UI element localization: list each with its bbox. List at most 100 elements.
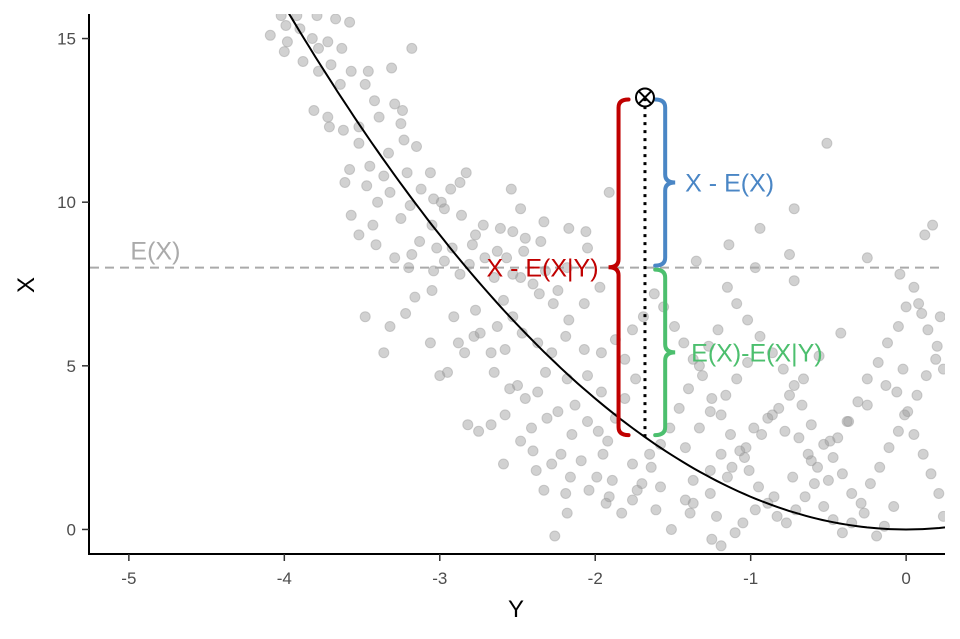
data-point xyxy=(337,124,349,136)
data-point xyxy=(398,134,410,146)
data-point xyxy=(731,298,743,310)
data-point xyxy=(512,380,523,391)
data-point xyxy=(627,458,638,470)
data-point xyxy=(631,484,643,496)
data-point xyxy=(882,337,893,349)
data-point xyxy=(743,465,755,476)
data-point xyxy=(900,301,912,313)
data-point xyxy=(561,373,573,385)
data-point xyxy=(438,255,450,267)
data-point xyxy=(768,491,780,503)
data-point xyxy=(519,232,531,244)
data-point xyxy=(832,432,844,444)
data-point xyxy=(891,386,903,398)
data-point xyxy=(678,337,690,349)
data-point xyxy=(386,62,398,74)
data-point xyxy=(501,252,513,264)
data-point xyxy=(603,186,615,198)
data-point xyxy=(546,347,558,359)
data-point xyxy=(414,236,426,247)
data-point xyxy=(485,419,497,431)
data-point xyxy=(739,452,750,463)
data-point xyxy=(491,321,503,332)
data-point xyxy=(566,429,578,440)
y-tick-label: 0 xyxy=(67,520,76,539)
data-point xyxy=(389,98,401,110)
data-point xyxy=(479,252,491,264)
data-point xyxy=(291,14,303,22)
data-point xyxy=(777,363,789,375)
data-point xyxy=(636,478,648,490)
data-point xyxy=(359,78,371,90)
data-point xyxy=(858,507,870,519)
data-point xyxy=(721,281,733,293)
data-point xyxy=(712,324,724,336)
data-point xyxy=(818,501,830,512)
data-point xyxy=(378,170,390,182)
data-point xyxy=(595,347,607,359)
data-point xyxy=(808,478,820,490)
data-point xyxy=(922,324,934,336)
data-point xyxy=(494,222,506,234)
data-point xyxy=(835,327,847,339)
data-point xyxy=(389,252,401,264)
focal-point-cross xyxy=(637,90,653,105)
data-point xyxy=(715,448,727,460)
data-point xyxy=(336,42,348,54)
data-point xyxy=(415,183,427,195)
data-point xyxy=(913,298,925,310)
data-point xyxy=(569,399,581,411)
data-point xyxy=(827,452,839,463)
data-point xyxy=(373,111,385,123)
data-point xyxy=(726,461,738,473)
data-point xyxy=(821,137,833,149)
data-point xyxy=(892,321,904,332)
data-point xyxy=(788,275,800,287)
points-layer xyxy=(264,14,945,552)
data-point xyxy=(754,330,766,342)
data-point xyxy=(278,46,290,58)
data-point xyxy=(353,137,365,149)
data-point xyxy=(549,530,561,542)
data-point xyxy=(779,425,791,437)
data-point xyxy=(505,183,517,195)
data-point xyxy=(456,209,467,221)
data-point xyxy=(805,419,817,431)
data-point xyxy=(322,36,334,48)
y-axis-title: X xyxy=(13,277,40,293)
data-point xyxy=(448,311,460,323)
data-point xyxy=(793,432,805,444)
data-point xyxy=(802,448,814,460)
data-point xyxy=(734,445,746,457)
data-point xyxy=(459,347,471,359)
data-point xyxy=(400,308,412,319)
data-point xyxy=(538,484,550,496)
data-point xyxy=(344,164,356,175)
data-point xyxy=(874,461,886,473)
focal-point-marker xyxy=(634,87,655,108)
data-point xyxy=(345,209,357,221)
data-point xyxy=(798,373,809,385)
data-point xyxy=(655,481,666,493)
data-point xyxy=(703,340,715,352)
data-point xyxy=(805,455,817,467)
data-point xyxy=(499,409,511,421)
data-point xyxy=(648,288,660,300)
data-point xyxy=(637,311,649,323)
data-point xyxy=(383,147,394,159)
y-tick-label: 15 xyxy=(57,30,76,49)
data-point xyxy=(925,468,937,480)
data-point xyxy=(498,458,509,470)
data-point xyxy=(627,324,638,336)
data-point xyxy=(466,239,478,251)
data-point xyxy=(864,478,876,490)
data-point xyxy=(578,344,590,355)
data-point xyxy=(280,20,292,31)
data-point xyxy=(446,242,458,254)
data-point xyxy=(933,488,945,499)
data-point xyxy=(372,196,384,208)
data-point xyxy=(897,363,909,375)
data-point xyxy=(406,42,418,54)
data-point xyxy=(650,504,662,516)
